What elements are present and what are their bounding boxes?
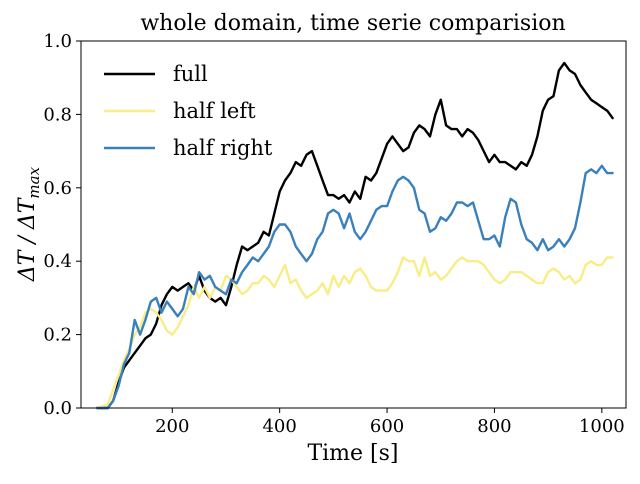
x-axis: 200 400 600 800 1000 [155,408,625,437]
y-tick-label: 1.0 [43,31,72,52]
y-tick-label: 0.4 [43,251,72,272]
plot-lines [95,61,614,410]
y-axis-label-main: ΔT / ΔT [15,196,40,282]
x-tick-label: 1000 [579,416,625,437]
y-axis-label-subscript: max [25,166,43,198]
y-tick-label: 0.2 [43,325,72,346]
legend-label-full: full [173,62,208,86]
y-axis: 0.0 0.2 0.4 0.6 0.8 1.0 [43,31,81,419]
series-line-half-right [95,164,614,410]
legend-label-half-left: half left [173,99,256,123]
x-tick-label: 600 [370,416,404,437]
x-tick-label: 800 [477,416,511,437]
chart-title: whole domain, time serie comparision [140,11,565,36]
x-tick-label: 200 [155,416,189,437]
y-tick-label: 0.6 [43,178,72,199]
plot-frame [80,40,627,409]
chart-legend: full half left half right [104,62,273,160]
series-line-full [95,61,614,410]
x-tick-label: 400 [262,416,296,437]
x-axis-label: Time [s] [307,441,398,466]
y-axis-label: ΔT / ΔTmax [15,166,43,282]
series-line-half-left [95,256,614,410]
y-tick-label: 0.0 [43,398,72,419]
y-tick-label: 0.8 [43,104,72,125]
legend-label-half-right: half right [173,136,273,160]
